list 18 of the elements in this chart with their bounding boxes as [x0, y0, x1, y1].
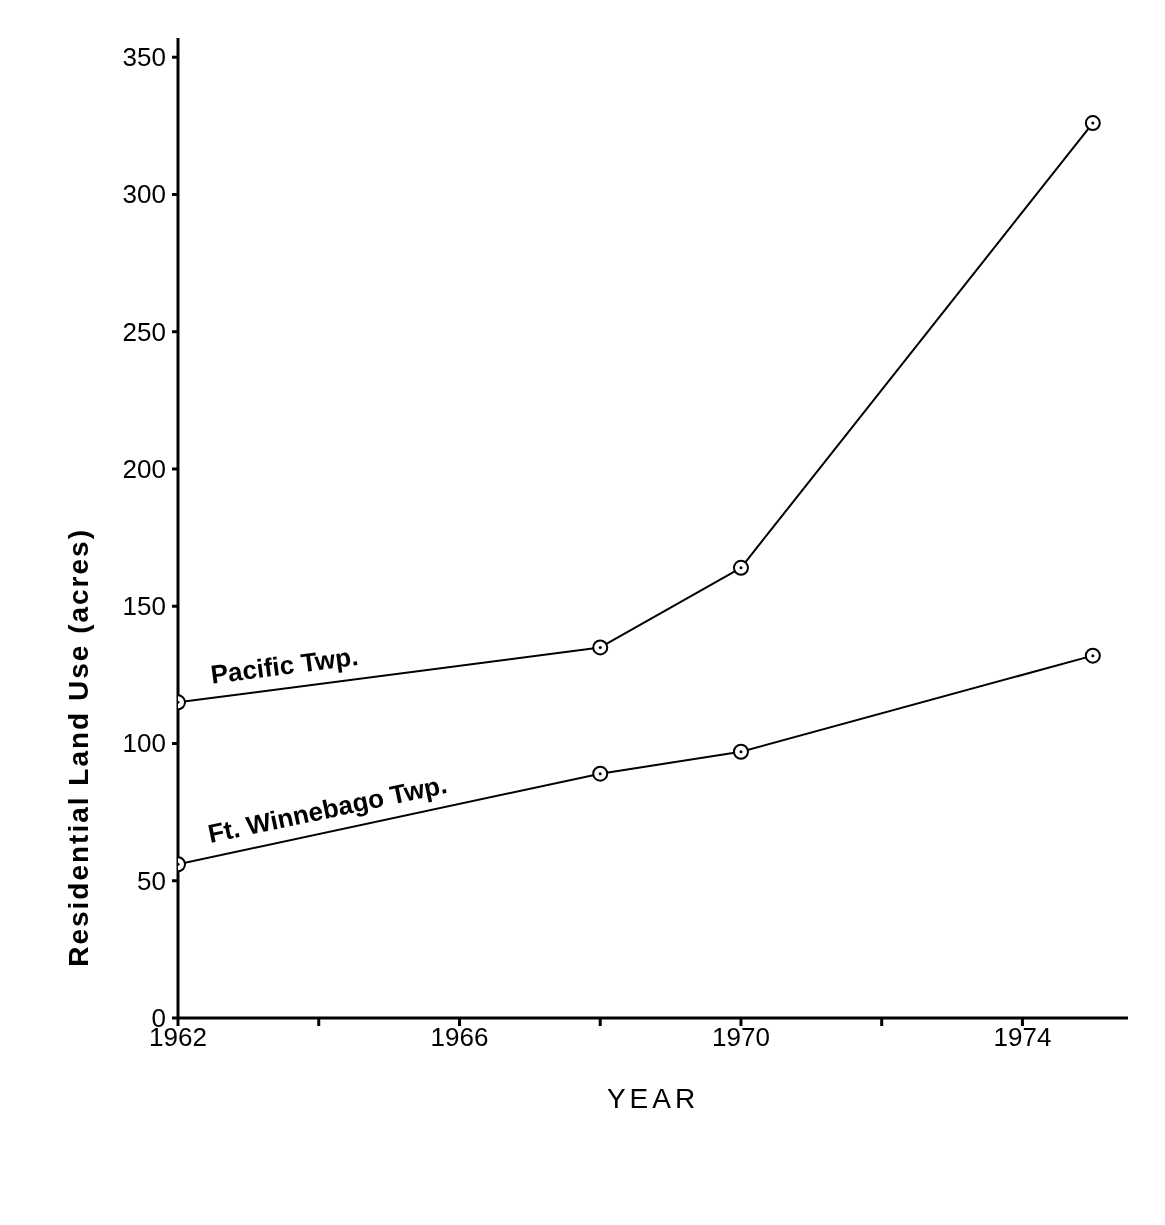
- y-tick-label: 50: [137, 865, 166, 896]
- y-tick-label: 100: [122, 728, 166, 759]
- y-tick-label: 300: [122, 179, 166, 210]
- text: Pacific Twp.: [208, 641, 360, 690]
- point: [592, 639, 609, 656]
- x-tick-label: 1974: [993, 1022, 1052, 1053]
- text: Ft. Winnebago Twp.: [205, 769, 450, 849]
- point: [732, 743, 749, 760]
- x-tick-label: 1970: [712, 1022, 770, 1053]
- y-tick-label: 250: [122, 316, 166, 347]
- point: [592, 765, 609, 782]
- x-tick-label: 1966: [430, 1022, 489, 1053]
- x-axis-title: YEAR: [606, 1083, 700, 1114]
- y-tick-label: 200: [122, 453, 166, 484]
- y-tick-label: 150: [122, 591, 166, 622]
- point: [732, 559, 749, 576]
- y-axis-title: Residential Land Use (acres): [62, 528, 94, 967]
- y-tick-label: 350: [122, 42, 166, 73]
